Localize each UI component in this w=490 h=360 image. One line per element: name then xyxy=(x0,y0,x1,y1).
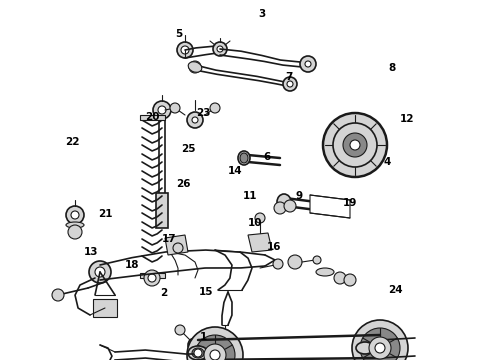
Circle shape xyxy=(343,133,367,157)
Circle shape xyxy=(287,81,293,87)
Text: 10: 10 xyxy=(247,218,262,228)
Circle shape xyxy=(344,274,356,286)
Bar xyxy=(93,299,117,317)
Polygon shape xyxy=(165,235,188,255)
Circle shape xyxy=(158,106,166,114)
Circle shape xyxy=(194,349,202,357)
Circle shape xyxy=(52,289,64,301)
Text: 24: 24 xyxy=(389,285,403,295)
Ellipse shape xyxy=(356,342,374,354)
Circle shape xyxy=(173,243,183,253)
Circle shape xyxy=(360,328,400,360)
Text: 17: 17 xyxy=(162,234,176,244)
Circle shape xyxy=(300,56,316,72)
Polygon shape xyxy=(248,233,272,252)
Ellipse shape xyxy=(277,194,291,210)
Text: 21: 21 xyxy=(98,209,113,219)
Circle shape xyxy=(71,211,79,219)
Ellipse shape xyxy=(240,153,248,163)
Text: 9: 9 xyxy=(295,191,302,201)
Text: 5: 5 xyxy=(175,29,182,39)
Circle shape xyxy=(195,335,235,360)
Circle shape xyxy=(350,140,360,150)
Circle shape xyxy=(274,202,286,214)
Text: 13: 13 xyxy=(83,247,98,257)
Text: 20: 20 xyxy=(145,112,159,122)
Circle shape xyxy=(222,333,228,339)
Circle shape xyxy=(187,112,203,128)
Text: 14: 14 xyxy=(228,166,243,176)
Circle shape xyxy=(313,256,321,264)
Text: 26: 26 xyxy=(176,179,191,189)
Circle shape xyxy=(255,213,265,223)
Polygon shape xyxy=(310,195,350,218)
Circle shape xyxy=(375,343,385,353)
Circle shape xyxy=(177,42,193,58)
Text: 23: 23 xyxy=(196,108,211,118)
Circle shape xyxy=(352,320,408,360)
Circle shape xyxy=(170,103,180,113)
Ellipse shape xyxy=(66,222,84,228)
Ellipse shape xyxy=(238,151,250,165)
Text: 7: 7 xyxy=(285,72,293,82)
Ellipse shape xyxy=(188,346,208,360)
Text: 3: 3 xyxy=(259,9,266,19)
Circle shape xyxy=(148,274,156,282)
Circle shape xyxy=(305,61,311,67)
Circle shape xyxy=(66,206,84,224)
Circle shape xyxy=(213,42,227,56)
Circle shape xyxy=(323,113,387,177)
Ellipse shape xyxy=(316,268,334,276)
Text: 4: 4 xyxy=(383,157,391,167)
Text: 11: 11 xyxy=(243,191,257,201)
Circle shape xyxy=(144,270,160,286)
Circle shape xyxy=(333,123,377,167)
Circle shape xyxy=(217,46,223,52)
Circle shape xyxy=(273,259,283,269)
Circle shape xyxy=(334,272,346,284)
Circle shape xyxy=(181,46,189,54)
Circle shape xyxy=(210,350,220,360)
Text: 19: 19 xyxy=(343,198,358,208)
Text: 2: 2 xyxy=(161,288,168,298)
Circle shape xyxy=(89,261,111,283)
Circle shape xyxy=(283,77,297,91)
Ellipse shape xyxy=(192,348,204,358)
Text: 6: 6 xyxy=(264,152,270,162)
Circle shape xyxy=(284,200,296,212)
Circle shape xyxy=(288,255,302,269)
Circle shape xyxy=(188,338,202,352)
Circle shape xyxy=(187,327,243,360)
Circle shape xyxy=(192,117,198,123)
Text: 16: 16 xyxy=(267,242,282,252)
Circle shape xyxy=(68,225,82,239)
Text: 8: 8 xyxy=(389,63,395,73)
Bar xyxy=(140,114,165,120)
Circle shape xyxy=(175,325,185,335)
Text: 15: 15 xyxy=(198,287,213,297)
Circle shape xyxy=(153,101,171,119)
Text: 1: 1 xyxy=(200,332,207,342)
Text: 12: 12 xyxy=(399,114,414,124)
Bar xyxy=(156,193,168,228)
Circle shape xyxy=(95,267,105,277)
Circle shape xyxy=(369,337,391,359)
Circle shape xyxy=(204,344,226,360)
Circle shape xyxy=(189,61,201,73)
Text: 25: 25 xyxy=(181,144,196,154)
Circle shape xyxy=(210,103,220,113)
Text: 18: 18 xyxy=(125,260,140,270)
Bar xyxy=(140,273,165,278)
Ellipse shape xyxy=(188,62,202,72)
Text: 22: 22 xyxy=(65,137,80,147)
Circle shape xyxy=(192,342,198,348)
